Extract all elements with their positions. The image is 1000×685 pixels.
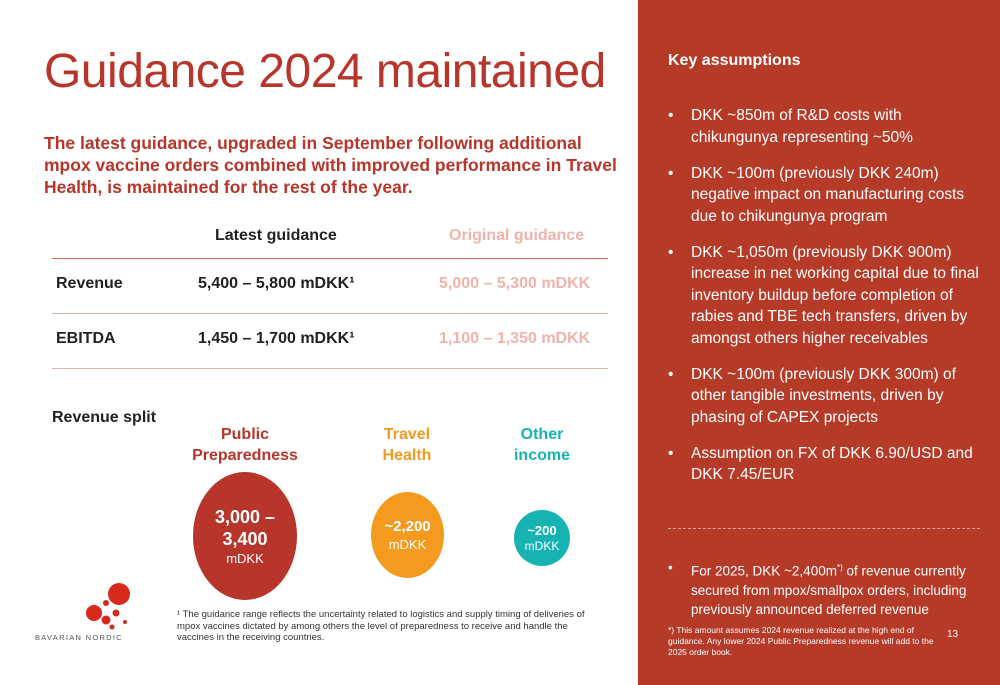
segment-name-line: Health (382, 447, 432, 464)
logo-text: BAVARIAN NORDIC (35, 633, 123, 642)
note-marker: *) (836, 563, 843, 572)
list-item: DKK ~1,050m (previously DKK 900m) increa… (668, 242, 988, 350)
segment-name-line: Travel (383, 426, 431, 443)
table-row: EBITDA 1,450 – 1,700 mDKK¹ 1,100 – 1,350… (52, 314, 608, 369)
segment-label-other-income: Other income (497, 424, 587, 466)
intro-text: The latest guidance, upgraded in Septemb… (44, 133, 617, 197)
key-assumptions-panel: Key assumptions DKK ~850m of R&D costs w… (638, 0, 1000, 685)
segment-name-line: income (513, 447, 570, 464)
latest-value: 5,400 – 5,800 mDKK¹ (198, 275, 355, 292)
note-text: of revenue currently secured from mpox/s… (691, 563, 967, 617)
assumptions-list: DKK ~850m of R&D costs with chikungunya … (668, 105, 988, 500)
bavarian-nordic-logo-icon (86, 583, 130, 630)
row-label: Revenue (56, 275, 123, 292)
table-row: Revenue 5,400 – 5,800 mDKK¹ 5,000 – 5,30… (52, 259, 608, 314)
segment-name-line: Public (220, 426, 269, 443)
original-guidance-header: Original guidance (449, 227, 585, 244)
segment-value: 3,000 – (214, 506, 276, 527)
original-value: 1,100 – 1,350 mDKK (439, 330, 591, 347)
revenue-split-label: Revenue split (52, 409, 157, 426)
row-label: EBITDA (56, 330, 116, 347)
panel-footnote: *) This amount assumes 2024 revenue real… (668, 625, 934, 657)
order-book-note: For 2025, DKK ~2,400m*) of revenue curre… (668, 558, 983, 619)
segment-label-public-preparedness: Public Preparedness (185, 424, 305, 466)
segment-name-line: Preparedness (192, 447, 298, 464)
segment-value: ~2,200 (384, 518, 431, 535)
segment-value: ~200 (527, 522, 557, 538)
segment-unit: mDKK (388, 537, 427, 552)
latest-guidance-header: Latest guidance (215, 227, 337, 244)
segment-unit: mDKK (524, 538, 560, 553)
segment-unit: mDKK (226, 550, 264, 566)
original-value: 5,000 – 5,300 mDKK (439, 275, 591, 292)
segment-name-line: Other (520, 426, 564, 443)
page-number: 13 (947, 629, 959, 640)
guidance-table-header: Latest guidance Original guidance (52, 226, 608, 259)
list-item: DKK ~100m (previously DKK 240m) negative… (668, 163, 988, 228)
list-item: For 2025, DKK ~2,400m*) of revenue curre… (668, 558, 983, 619)
list-item: DKK ~850m of R&D costs with chikungunya … (668, 105, 988, 148)
other-income-circle: ~200 mDKK (514, 510, 570, 566)
latest-value: 1,450 – 1,700 mDKK¹ (198, 330, 355, 347)
list-item: DKK ~100m (previously DKK 300m) of other… (668, 364, 988, 429)
segment-label-travel-health: Travel Health (362, 424, 452, 466)
guidance-table: Latest guidance Original guidance Revenu… (52, 226, 608, 369)
public-preparedness-circle: 3,000 – 3,400 mDKK (193, 472, 297, 600)
note-text: For 2025, DKK ~2,400m (691, 563, 837, 579)
guidance-footnote: ¹ The guidance range reflects the uncert… (177, 609, 585, 643)
travel-health-circle: ~2,200 mDKK (371, 492, 444, 578)
segment-value: 3,400 (222, 528, 268, 549)
page-title: Guidance 2024 maintained (44, 45, 606, 98)
key-assumptions-heading: Key assumptions (668, 52, 801, 69)
list-item: Assumption on FX of DKK 6.90/USD and DKK… (668, 443, 988, 486)
dashed-divider (668, 528, 980, 529)
